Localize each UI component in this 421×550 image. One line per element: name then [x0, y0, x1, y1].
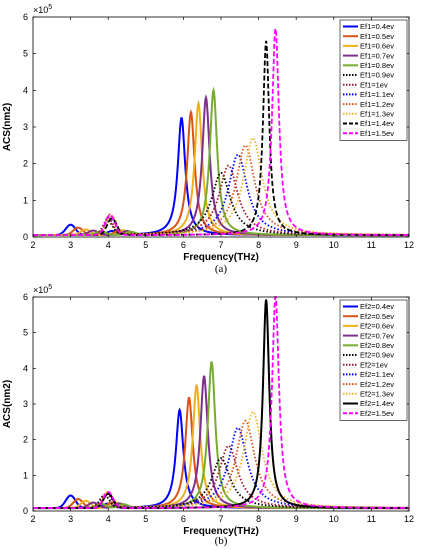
- legend-label: Ef2=0.4ev: [360, 302, 394, 311]
- legend-label: Ef1=0.9ev: [360, 71, 394, 80]
- y-tick-label: 5: [23, 328, 28, 338]
- legend-label: Ef2=0.5ev: [360, 312, 394, 321]
- x-tick-label: 4: [106, 514, 111, 524]
- y-tick-label: 0: [23, 232, 28, 242]
- series-line-9: [33, 137, 409, 236]
- x-axis-label: Frequency(THz): [183, 526, 259, 537]
- y-tick-label: 3: [23, 399, 28, 409]
- y-tick-label: 2: [23, 159, 28, 169]
- series-line-5: [33, 171, 409, 236]
- legend: Ef1=0.4evEf1=0.5evEf1=0.6evEf1=0.7evEf1=…: [339, 19, 408, 141]
- y-axis-label: ACS(nm2): [2, 380, 13, 428]
- x-tick-label: 3: [68, 514, 73, 524]
- y-multiplier: ×105: [33, 4, 52, 15]
- y-tick-label: 4: [23, 85, 28, 95]
- x-tick-label: 6: [181, 514, 186, 524]
- x-tick-label: 10: [329, 514, 339, 524]
- x-axis-label: Frequency(THz): [183, 252, 259, 263]
- x-tick-label: 7: [218, 240, 223, 250]
- x-tick-label: 12: [404, 514, 414, 524]
- legend-label: Ef2=1.5ev: [360, 409, 394, 418]
- x-tick-label: 4: [106, 240, 111, 250]
- legend-label: Ef2=1.4ev: [360, 399, 394, 408]
- series-line-7: [33, 427, 409, 509]
- y-tick-label: 4: [23, 363, 28, 373]
- y-axis-label: ACS(nm2): [2, 103, 13, 151]
- panel-caption: (b): [215, 535, 228, 547]
- legend-label: Ef1=1.2ev: [360, 100, 394, 109]
- y-tick-label: 6: [23, 12, 28, 22]
- x-tick-label: 10: [329, 240, 339, 250]
- legend-box: [339, 19, 408, 141]
- legend-label: Ef2=0.7ev: [360, 331, 394, 340]
- legend-label: Ef1=0.5ev: [360, 32, 394, 41]
- legend-label: Ef2=1ev: [360, 360, 388, 369]
- legend-label: Ef1=1.1ev: [360, 90, 394, 99]
- legend-label: Ef1=1.4ev: [360, 119, 394, 128]
- legend-box: [339, 299, 408, 421]
- series-line-11: [33, 27, 409, 237]
- legend-label: Ef1=0.7ev: [360, 51, 394, 60]
- x-tick-label: 8: [256, 240, 261, 250]
- legend-label: Ef2=1.3ev: [360, 390, 394, 399]
- legend-label: Ef2=1.1ev: [360, 370, 394, 379]
- x-tick-label: 2: [30, 514, 35, 524]
- x-tick-label: 11: [367, 240, 376, 250]
- y-tick-label: 1: [23, 470, 28, 480]
- y-tick-label: 2: [23, 435, 28, 445]
- x-tick-label: 11: [367, 514, 376, 524]
- y-tick-label: 0: [23, 506, 28, 516]
- legend-label: Ef2=0.6ev: [360, 322, 394, 331]
- x-tick-label: 8: [256, 514, 261, 524]
- y-tick-label: 3: [23, 122, 28, 132]
- x-tick-label: 3: [68, 240, 73, 250]
- x-tick-label: 6: [181, 240, 186, 250]
- series-line-11: [33, 296, 409, 509]
- legend-label: Ef1=0.6ev: [360, 42, 394, 51]
- legend-label: Ef1=0.8ev: [360, 61, 394, 70]
- y-multiplier: ×105: [33, 284, 52, 295]
- legend-label: Ef2=0.8ev: [360, 341, 394, 350]
- legend-label: Ef2=0.9ev: [360, 351, 394, 360]
- chart-panel-b: 2 3 4 5 6 7 8 9 10 11 120123456×105Frequency(THz)A…: [2, 284, 414, 547]
- y-tick-label: 5: [23, 49, 28, 59]
- x-tick-label: 9: [294, 240, 299, 250]
- x-tick-label: 7: [218, 514, 223, 524]
- y-tick-label: 1: [23, 195, 28, 205]
- x-tick-label: 5: [143, 514, 148, 524]
- legend-label: Ef1=0.4ev: [360, 22, 394, 31]
- panel-caption: (a): [215, 263, 228, 275]
- legend: Ef2=0.4evEf2=0.5evEf2=0.6evEf2=0.7evEf2=…: [339, 299, 408, 421]
- x-tick-label: 12: [404, 240, 414, 250]
- x-tick-label: 5: [143, 240, 148, 250]
- legend-label: Ef1=1.3ev: [360, 110, 394, 119]
- x-tick-label: 9: [294, 514, 299, 524]
- legend-label: Ef2=1.2ev: [360, 380, 394, 389]
- chart-panel-a: 2 3 4 5 6 7 8 9 10 11 120123456×105Frequency(THz)A…: [2, 4, 414, 275]
- y-tick-label: 6: [23, 292, 28, 302]
- series-line-8: [33, 419, 409, 509]
- legend-label: Ef1=1ev: [360, 80, 388, 89]
- x-tick-label: 2: [30, 240, 35, 250]
- legend-label: Ef1=1.5ev: [360, 129, 394, 138]
